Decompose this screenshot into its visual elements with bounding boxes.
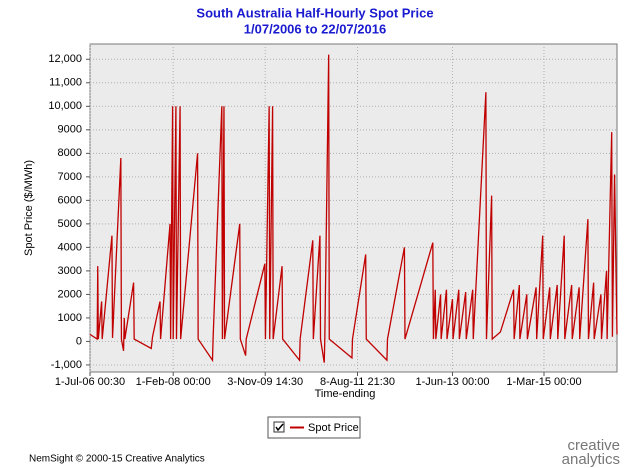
legend-box xyxy=(267,416,361,439)
y-tick-label: 11,000 xyxy=(49,77,82,89)
x-tick-label: 1-Jun-13 00:00 xyxy=(415,376,489,388)
y-tick-label: 10,000 xyxy=(48,100,82,112)
plot-area xyxy=(89,43,618,373)
chart-subtitle: 1/07/2006 to 22/07/2016 xyxy=(244,21,386,36)
y-tick-label: 3000 xyxy=(58,265,82,277)
y-tick-label: 0 xyxy=(76,335,82,347)
x-tick-label: 1-Feb-08 00:00 xyxy=(136,376,211,388)
footer: NemSight © 2000-15 Creative Analytics xyxy=(29,454,205,465)
checkmark xyxy=(275,423,284,432)
legend: Spot Price xyxy=(267,416,361,439)
y-tick-label: 8000 xyxy=(58,147,82,159)
x-tick-label: 1-Jul-06 00:30 xyxy=(55,376,125,388)
logo-line: creative xyxy=(567,437,620,454)
x-tick-label: 3-Nov-09 14:30 xyxy=(227,376,303,388)
legend-label: Spot Price xyxy=(308,422,359,434)
chart-title: South Australia Half-Hourly Spot Price xyxy=(196,5,433,20)
y-tick-label: 6000 xyxy=(58,194,82,206)
y-tick-label: 12,000 xyxy=(48,53,82,65)
y-tick-label: 5000 xyxy=(58,218,82,230)
y-tick-label: -1,000 xyxy=(51,359,82,371)
x-tick-label: 8-Aug-11 21:30 xyxy=(320,376,395,388)
y-axis-label: Spot Price ($/MWh) xyxy=(23,160,35,256)
x-axis-label: Time-ending xyxy=(315,388,376,400)
y-tick-label: 4000 xyxy=(58,241,82,253)
legend-checkbox[interactable] xyxy=(273,421,285,433)
y-tick-label: 9000 xyxy=(58,124,82,136)
x-tick-label: 1-Mar-15 00:00 xyxy=(506,376,581,388)
series-line xyxy=(89,54,618,363)
y-tick-label: 7000 xyxy=(58,171,82,183)
logo-line: analytics xyxy=(562,451,620,468)
y-tick-label: 1000 xyxy=(58,312,82,324)
y-tick-label: 2000 xyxy=(58,288,82,300)
